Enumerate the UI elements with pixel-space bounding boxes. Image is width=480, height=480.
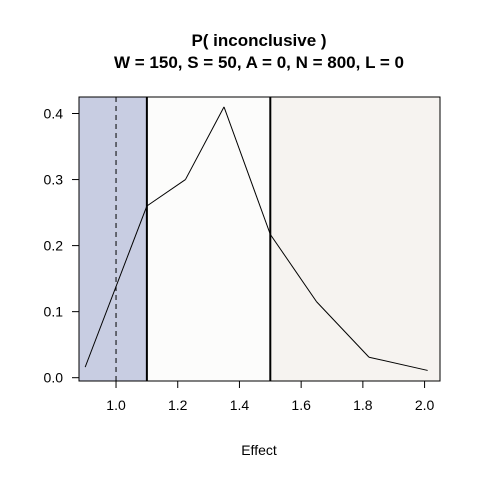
data-series: [84, 106, 428, 371]
series-0-segment-5: [316, 301, 370, 358]
plot-frame: [78, 96, 441, 382]
series-0-segment-6: [368, 356, 428, 371]
chart-title: P( inconclusive ): [191, 31, 326, 50]
chart-subtitle: W = 150, S = 50, A = 0, N = 800, L = 0: [114, 53, 404, 72]
x-axis-label: Effect: [241, 442, 277, 458]
threshold-lines: [115, 97, 272, 381]
x-tick-label-3: 1.6: [291, 397, 311, 413]
series-0-segment-2: [185, 106, 225, 180]
series-0-segment-1: [146, 179, 186, 207]
x-tick-label-2: 1.4: [230, 397, 250, 413]
x-axis: 1.0 1.2 1.4 1.6 1.8 2.0: [106, 381, 435, 413]
shaded-regions: [79, 97, 440, 381]
region-2: [270, 97, 440, 381]
x-tick-label-1: 1.2: [168, 397, 188, 413]
y-tick-label-4: 0.4: [44, 106, 64, 122]
y-tick-label-1: 0.1: [44, 304, 64, 320]
x-tick-label-0: 1.0: [106, 397, 126, 413]
region-0: [79, 97, 147, 381]
series-0-segment-0: [84, 205, 148, 368]
series-0-segment-4: [269, 234, 317, 303]
y-tick-label-3: 0.3: [44, 172, 64, 188]
x-tick-label-5: 2.0: [415, 397, 435, 413]
y-axis: 0.0 0.1 0.2 0.3 0.4: [44, 106, 79, 386]
region-1: [146, 97, 271, 381]
x-tick-label-4: 1.8: [353, 397, 373, 413]
y-tick-label-2: 0.2: [44, 238, 64, 254]
series-0-segment-3: [223, 106, 271, 235]
y-tick-label-0: 0.0: [44, 370, 64, 386]
